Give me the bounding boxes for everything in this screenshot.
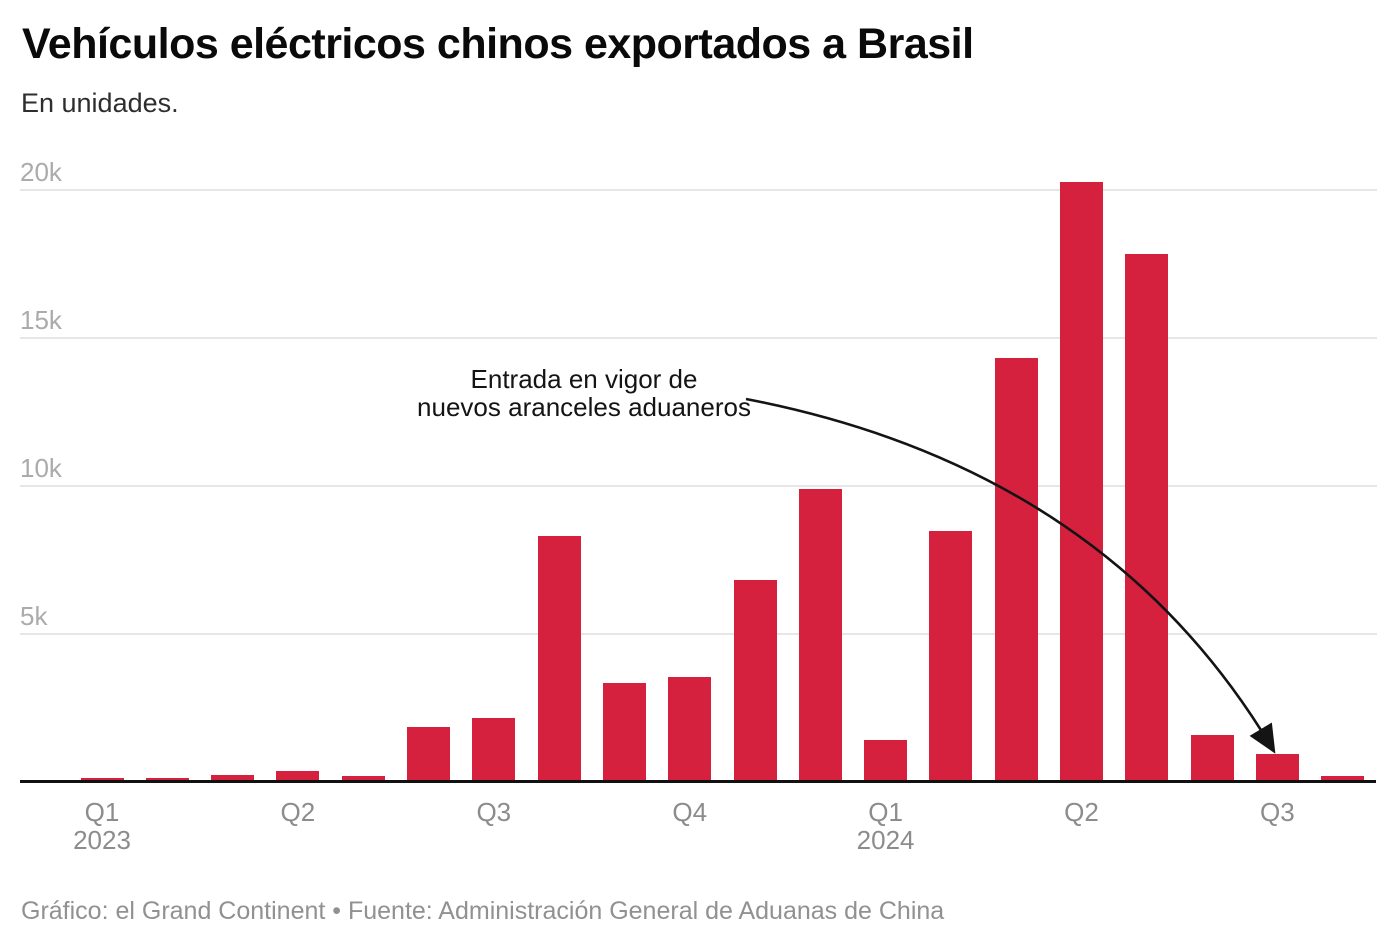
- y-gridline: [20, 633, 1377, 635]
- bar: [733, 580, 777, 781]
- x-tick-label: Q2: [280, 797, 316, 827]
- x-tick-label: Q1: [868, 797, 903, 827]
- y-tick-label: 10k: [20, 453, 62, 483]
- y-gridline: [20, 485, 1377, 487]
- x-tick-label: Q2: [1064, 797, 1099, 827]
- x-tick-label: Q3: [1260, 797, 1295, 827]
- bar: [1125, 254, 1169, 781]
- bar: [1190, 735, 1234, 781]
- x-tick-label: Q4: [672, 797, 708, 827]
- y-tick-label: 5k: [20, 601, 48, 631]
- bar: [211, 775, 255, 781]
- x-tick-label: Q1: [84, 797, 120, 827]
- bar: [276, 771, 320, 781]
- page-title: Vehículos eléctricos chinos exportados a…: [22, 20, 974, 68]
- bar: [1255, 754, 1299, 781]
- bar: [472, 718, 516, 781]
- bar: [1060, 182, 1103, 781]
- bar: [602, 683, 646, 781]
- bar: [80, 778, 124, 781]
- bar: [864, 740, 908, 781]
- bar: [668, 677, 712, 781]
- bar: [537, 536, 581, 781]
- annotation-text: Entrada en vigor de nuevos aranceles adu…: [374, 365, 794, 421]
- bar: [1321, 776, 1365, 781]
- x-year-label: 2023: [73, 825, 131, 855]
- y-tick-label: 20k: [20, 157, 62, 187]
- annotation-line-2: nuevos aranceles aduaneros: [417, 392, 751, 422]
- footer-credit: Gráfico: el Grand Continent • Fuente: Ad…: [21, 897, 945, 925]
- bar: [145, 778, 189, 781]
- x-year-label: 2024: [856, 825, 915, 855]
- y-gridline: [20, 337, 1377, 339]
- bar: [341, 776, 385, 781]
- page-subtitle: En unidades.: [21, 88, 179, 118]
- bar: [994, 358, 1038, 781]
- y-gridline: [20, 189, 1377, 191]
- y-tick-label: 15k: [20, 305, 62, 335]
- x-tick-label: Q3: [476, 797, 512, 827]
- bar: [929, 531, 973, 781]
- annotation-line-1: Entrada en vigor de: [470, 364, 698, 394]
- bar: [407, 727, 450, 781]
- x-axis-line: [20, 780, 1376, 783]
- bar: [798, 489, 842, 781]
